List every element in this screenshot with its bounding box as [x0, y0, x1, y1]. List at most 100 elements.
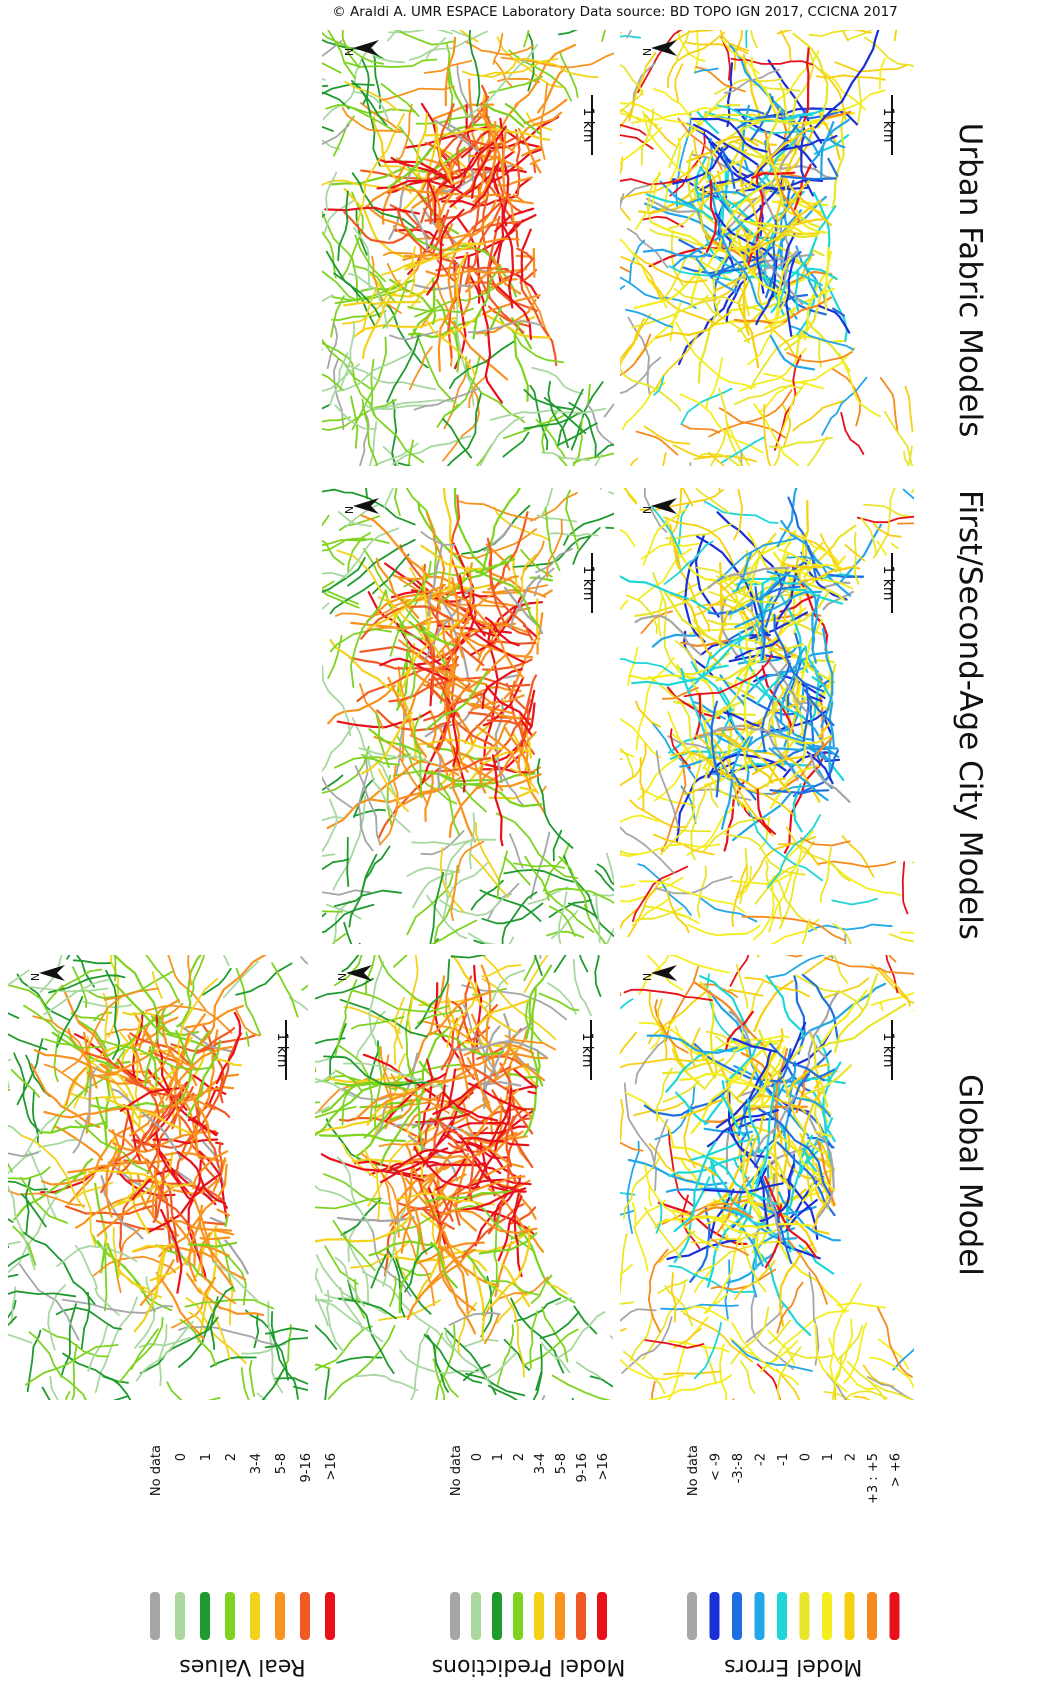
street [860, 517, 878, 556]
street [199, 1232, 211, 1274]
street [576, 1361, 603, 1379]
street [710, 259, 766, 278]
street [390, 156, 456, 187]
street [478, 1232, 538, 1255]
street [563, 512, 614, 546]
street [341, 30, 361, 69]
street [357, 758, 374, 852]
street [694, 535, 720, 618]
street [327, 634, 343, 679]
street [315, 1267, 329, 1327]
street [831, 367, 862, 427]
street [546, 518, 563, 579]
street [80, 1291, 91, 1350]
street [620, 658, 693, 682]
street [535, 1343, 543, 1391]
north-arrow [353, 498, 379, 514]
street [620, 1057, 706, 1069]
street [194, 1034, 256, 1055]
street [726, 1127, 769, 1230]
street [322, 124, 350, 146]
street [756, 1094, 807, 1114]
street [322, 404, 331, 410]
street [176, 955, 202, 1028]
street [667, 955, 730, 974]
legend-label: 2 [512, 1453, 527, 1461]
street [723, 68, 780, 94]
street [315, 1083, 403, 1137]
street [755, 244, 765, 294]
street [8, 1190, 11, 1193]
street [653, 375, 665, 396]
legend-title: Real Values [179, 1654, 305, 1679]
street [322, 889, 371, 896]
street [341, 107, 401, 134]
street [218, 1141, 224, 1180]
street [436, 196, 442, 231]
street [634, 171, 661, 231]
street [471, 142, 496, 265]
street [434, 1332, 446, 1400]
legend-swatch [597, 1592, 607, 1640]
street [625, 308, 673, 328]
street [326, 321, 339, 370]
street [620, 313, 652, 362]
street [486, 719, 533, 726]
street [336, 710, 431, 729]
street [801, 919, 811, 944]
street [211, 1260, 259, 1302]
north-label: N [342, 506, 355, 514]
street [819, 533, 842, 573]
street [271, 962, 299, 1018]
street [739, 636, 805, 652]
street [423, 1252, 469, 1292]
street [331, 287, 397, 302]
street [529, 1310, 539, 1369]
north-label: N [28, 973, 41, 981]
street [655, 750, 680, 829]
street [753, 1247, 812, 1337]
legend-label: >16 [596, 1453, 611, 1480]
street [426, 170, 433, 225]
street [487, 1225, 531, 1309]
legend-swatch [534, 1592, 544, 1640]
street [620, 89, 644, 113]
map-panel: N 1 km [322, 30, 614, 466]
street [876, 540, 888, 556]
street [198, 1219, 247, 1281]
street [170, 1027, 236, 1052]
street [853, 531, 860, 585]
street [496, 285, 533, 340]
street [425, 268, 528, 278]
street [114, 1070, 135, 1136]
street [911, 488, 914, 494]
street [111, 1088, 182, 1159]
legend-label: 3-4 [249, 1453, 264, 1474]
street [451, 576, 481, 657]
street [720, 146, 736, 190]
street [679, 393, 764, 454]
street [344, 503, 379, 528]
street [739, 1239, 767, 1293]
street [524, 612, 544, 658]
street [523, 955, 537, 982]
legend-label: 5-8 [554, 1453, 569, 1474]
street [160, 1208, 183, 1294]
street [48, 974, 126, 994]
street [549, 532, 599, 537]
street [324, 206, 420, 215]
street [442, 488, 453, 591]
street [808, 1271, 820, 1366]
street [338, 321, 356, 391]
street [367, 603, 413, 630]
street [735, 1062, 759, 1100]
street [672, 1156, 717, 1177]
street [556, 422, 598, 447]
street [890, 542, 899, 549]
street [677, 289, 737, 366]
street [555, 1311, 606, 1361]
street [884, 410, 914, 466]
street [224, 1215, 229, 1228]
street [441, 620, 456, 688]
street [620, 717, 662, 759]
